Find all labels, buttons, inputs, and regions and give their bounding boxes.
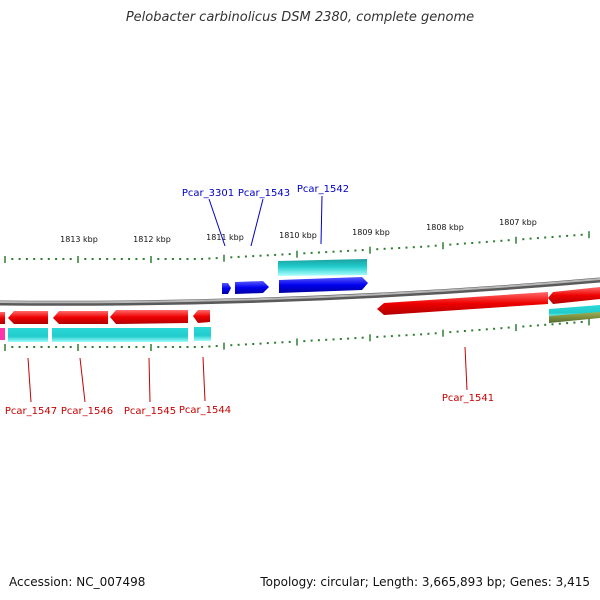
label-leader <box>27 357 32 403</box>
cds-feature <box>549 312 600 323</box>
gene-arrow-pcar-1544[interactable] <box>193 310 210 323</box>
scale-ticks-top <box>4 231 590 263</box>
label-leader <box>148 357 151 403</box>
gene-label-pcar-1543[interactable]: Pcar_1543 <box>238 188 290 199</box>
cds-feature <box>278 259 367 276</box>
scale-label: 1813 kbp <box>60 235 98 244</box>
scale-label: 1811 kbp <box>206 233 244 242</box>
scale-label: 1808 kbp <box>426 223 464 232</box>
gene-arrow-partial[interactable] <box>0 312 5 324</box>
gene-label-pcar-1546[interactable]: Pcar_1546 <box>61 406 113 417</box>
gene-arrow-pcar-3301[interactable] <box>222 283 231 294</box>
label-leader <box>250 198 264 247</box>
cds-feature <box>194 327 211 341</box>
gene-label-pcar-1547[interactable]: Pcar_1547 <box>5 406 57 417</box>
gene-label-pcar-1545[interactable]: Pcar_1545 <box>124 406 176 417</box>
gene-label-pcar-1544[interactable]: Pcar_1544 <box>179 405 231 416</box>
label-leader <box>79 357 86 403</box>
gene-arrow-pcar-1543[interactable] <box>235 281 269 294</box>
label-leader <box>320 195 323 245</box>
label-leader <box>202 356 206 402</box>
label-leader <box>464 346 468 391</box>
gene-arrow-partial[interactable] <box>548 287 600 304</box>
cds-feature <box>0 328 5 340</box>
gene-label-pcar-1542[interactable]: Pcar_1542 <box>297 184 349 195</box>
gene-label-pcar-1541[interactable]: Pcar_1541 <box>442 393 494 404</box>
gene-arrow-pcar-1545[interactable] <box>110 310 188 324</box>
scale-label: 1809 kbp <box>352 228 390 237</box>
scale-label: 1810 kbp <box>279 231 317 240</box>
accession-text: Accession: NC_007498 <box>9 575 146 589</box>
gene-arrow-pcar-1542[interactable] <box>279 277 368 293</box>
gene-label-pcar-3301[interactable]: Pcar_3301 <box>182 188 234 199</box>
scale-label: 1812 kbp <box>133 235 171 244</box>
scale-ticks-bottom <box>4 318 590 351</box>
gene-arrow-pcar-1541[interactable] <box>377 292 548 315</box>
gene-arrow-pcar-1547[interactable] <box>8 311 48 324</box>
genome-backbone-highlight <box>0 278 600 304</box>
topology-text: Topology: circular; Length: 3,665,893 bp… <box>260 575 590 589</box>
label-leader <box>208 198 226 247</box>
scale-label: 1807 kbp <box>499 218 537 227</box>
map-title: Pelobacter carbinolicus DSM 2380, comple… <box>125 10 475 25</box>
cds-feature <box>52 328 188 342</box>
cds-feature <box>8 328 48 342</box>
gene-arrow-pcar-1546[interactable] <box>53 311 108 324</box>
